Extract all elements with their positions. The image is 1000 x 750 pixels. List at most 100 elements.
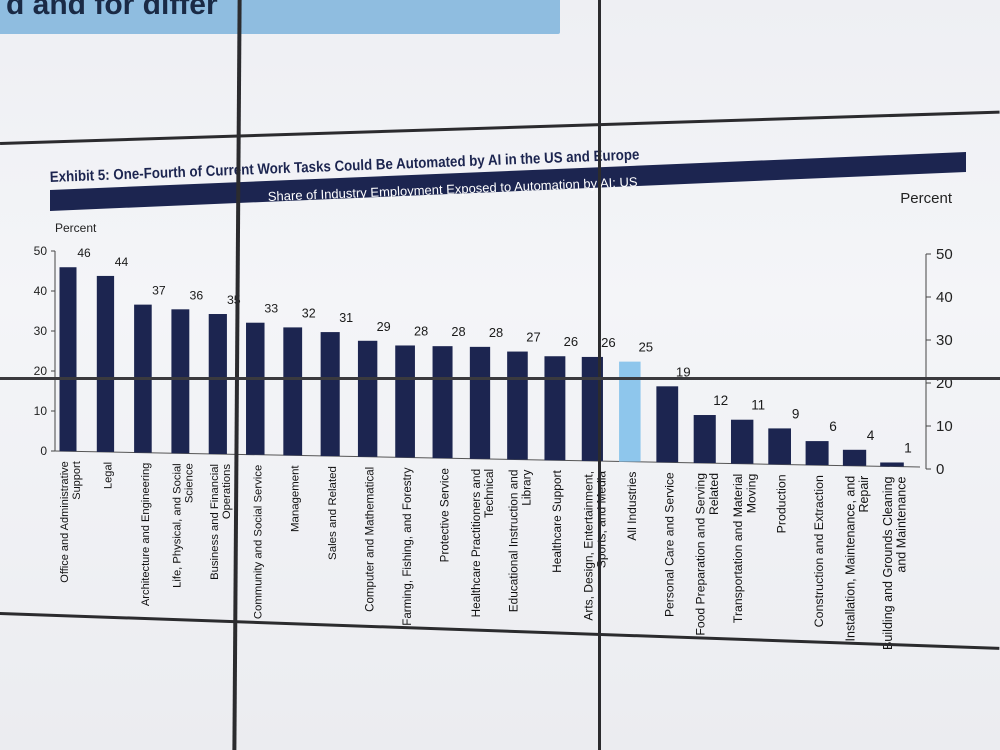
- category-label-line: Food Preparation and Serving: [694, 473, 708, 636]
- y-tick-label-left: 40: [34, 284, 48, 298]
- category-label-line: Sales and Related: [327, 466, 339, 560]
- bar-value-label: 11: [751, 398, 765, 413]
- top-banner-text: d and for differ: [6, 0, 218, 21]
- bar-value-label: 36: [190, 288, 204, 302]
- category-label-line: Business and Financial: [209, 464, 221, 580]
- category-label: Life, Physical, and SocialScience: [171, 463, 195, 588]
- y-tick-label-right: 0: [936, 461, 944, 478]
- bar: [880, 462, 904, 467]
- category-label: Educational Instruction andLibrary: [506, 469, 533, 612]
- bar-value-label: 1: [904, 440, 912, 455]
- y-tick-label-right: 30: [936, 332, 953, 349]
- y-axis-label-left: Percent: [55, 221, 97, 235]
- bar: [656, 386, 679, 463]
- category-label: Production: [775, 474, 789, 533]
- category-label: Construction and Extraction: [812, 475, 826, 627]
- y-tick-label-left: 20: [34, 364, 48, 378]
- category-label: Food Preparation and ServingRelated: [694, 473, 721, 636]
- bar: [581, 356, 603, 461]
- bar-value-label: 32: [302, 306, 316, 320]
- bar: [208, 314, 227, 455]
- top-banner: d and for differ: [0, 0, 560, 34]
- category-label-line: Installation, Maintenance, and: [844, 476, 858, 642]
- y-tick-label-right: 40: [936, 289, 953, 306]
- category-label: Business and FinancialOperations: [209, 464, 233, 580]
- category-label: Farming, Fishing, and Forestry: [401, 467, 414, 625]
- bar-value-label: 37: [152, 284, 166, 298]
- category-label: Building and Grounds Cleaningand Mainten…: [881, 476, 909, 649]
- bar-value-label: 28: [414, 323, 428, 338]
- category-label-line: Personal Care and Service: [662, 472, 676, 617]
- y-tick-label-right: 50: [936, 246, 953, 263]
- y-tick-label-right: 10: [936, 418, 953, 435]
- category-label-line: Computer and Mathematical: [365, 467, 377, 612]
- bar-value-label: 4: [867, 428, 875, 443]
- bar: [619, 361, 641, 462]
- category-label: Installation, Maintenance, andRepair: [844, 476, 871, 642]
- category-label-line: Science: [184, 463, 196, 503]
- category-label: Sales and Related: [327, 466, 339, 560]
- category-label-line: Farming, Fishing, and Forestry: [401, 467, 414, 625]
- bar-value-label: 6: [829, 419, 837, 434]
- bar-value-label: 9: [792, 406, 800, 421]
- category-label-line: Life, Physical, and Social: [171, 463, 183, 588]
- bar-value-label: 33: [264, 302, 278, 316]
- bar: [544, 356, 566, 461]
- y-tick-label-left: 30: [34, 324, 48, 338]
- category-label: Arts, Design, Entertainment,Sports, and …: [581, 471, 608, 621]
- category-label-line: Arts, Design, Entertainment,: [581, 471, 595, 621]
- bar-value-label: 26: [564, 334, 579, 349]
- bezel-horizontal-mid: [0, 377, 1000, 380]
- category-label-line: Protective Service: [439, 468, 452, 562]
- category-label: Legal: [102, 462, 114, 489]
- bar-value-label: 31: [339, 311, 353, 325]
- subtitle-bar: [50, 152, 966, 211]
- category-label-line: Architecture and Engineering: [140, 463, 152, 606]
- category-label-line: and Maintenance: [895, 476, 909, 572]
- category-label-line: Moving: [744, 474, 758, 514]
- bar: [469, 346, 491, 459]
- category-label: Healthcare Support: [550, 470, 564, 573]
- category-label-line: Construction and Extraction: [812, 475, 826, 627]
- bar-value-label: 26: [601, 335, 616, 350]
- bar-value-label: 12: [713, 393, 728, 408]
- bar-value-label: 29: [377, 320, 391, 334]
- category-label: Office and AdministrativeSupport: [59, 461, 83, 582]
- bar-value-label: 28: [451, 324, 465, 339]
- category-label-line: Library: [519, 469, 533, 505]
- bar: [842, 449, 867, 466]
- category-label-line: Repair: [857, 476, 871, 513]
- bar: [805, 441, 829, 466]
- bar-value-label: 44: [115, 255, 129, 269]
- bar: [693, 415, 716, 464]
- category-label-line: Related: [707, 473, 721, 515]
- bar: [246, 322, 265, 455]
- y-tick-label-left: 10: [34, 404, 48, 418]
- bar: [768, 428, 791, 465]
- bar: [507, 351, 528, 460]
- bar: [357, 340, 378, 457]
- category-label-line: Sports, and Media: [594, 471, 608, 568]
- bar: [59, 267, 77, 452]
- bar-value-label: 19: [676, 364, 691, 379]
- y-tick-label-left: 50: [34, 244, 48, 258]
- y-tick-label-left: 0: [40, 444, 47, 458]
- category-label-line: Healthcare Practitioners and: [470, 469, 483, 617]
- bar: [320, 332, 340, 457]
- category-label-line: Building and Grounds Cleaning: [881, 476, 895, 649]
- bar-value-label: 25: [638, 340, 653, 355]
- category-label: Community and Social Service: [252, 465, 264, 619]
- category-label-line: Technical: [483, 469, 496, 518]
- category-label-line: Community and Social Service: [252, 465, 264, 619]
- category-label-line: Healthcare Support: [550, 470, 564, 573]
- category-label-line: Transportation and Material: [731, 474, 745, 623]
- bar-value-label: 27: [526, 330, 540, 345]
- category-label: All Industries: [625, 472, 639, 541]
- category-label-line: All Industries: [625, 472, 639, 541]
- category-label-line: Educational Instruction and: [506, 470, 520, 613]
- bar-value-label: 46: [77, 246, 91, 260]
- bar: [432, 346, 453, 459]
- category-label: Personal Care and Service: [662, 472, 676, 617]
